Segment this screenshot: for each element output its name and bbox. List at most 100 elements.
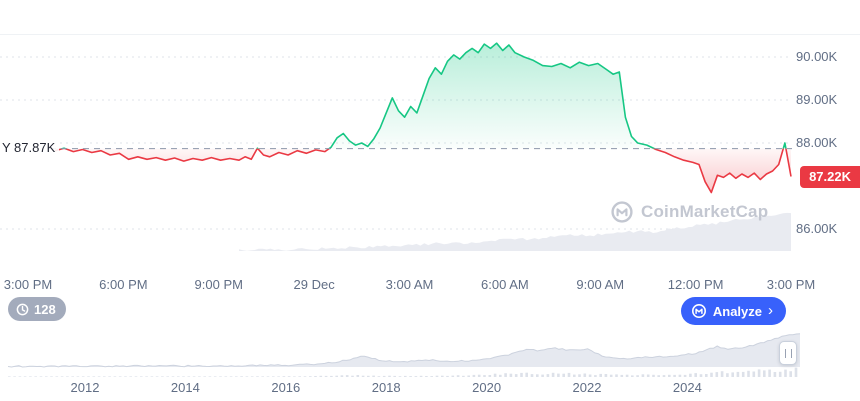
overview-volume-bar — [29, 376, 32, 377]
overview-volume-bar — [356, 375, 360, 377]
overview-year-label: 2014 — [170, 380, 200, 395]
overview-volume-bar — [382, 375, 386, 377]
overview-volume-bar — [203, 376, 206, 377]
overview-volume-bar — [409, 376, 412, 377]
price-line-above — [59, 42, 787, 149]
overview-volume-bar — [23, 376, 27, 377]
overview-volume-bar — [720, 371, 724, 377]
analyze-button[interactable]: Analyze › — [680, 297, 786, 325]
overview-volume-bar — [282, 376, 286, 377]
x-axis-label: 3:00 AM — [385, 277, 434, 292]
chevron-right-icon: › — [768, 302, 773, 319]
overview-volume-bar — [55, 376, 59, 377]
overview-volume-bar — [678, 374, 682, 377]
overview-volume-bar — [256, 376, 259, 377]
overview-year-label: 2024 — [672, 380, 702, 395]
overview-volume-bar — [456, 375, 460, 377]
main-chart-svg[interactable] — [0, 0, 860, 270]
overview-volume-bar — [789, 371, 792, 377]
overview-volume-bar — [631, 375, 634, 377]
overview-volume-bar — [578, 374, 581, 377]
overview-volume-bar — [499, 374, 502, 377]
overview-volume-bar — [451, 375, 455, 377]
analyze-label: Analyze — [712, 303, 762, 319]
overview-volume-bar — [425, 376, 428, 377]
overview-volume-bar — [715, 372, 719, 377]
overview-volume-bar — [261, 376, 264, 377]
price-area-above — [62, 43, 786, 149]
overview-volume-bar — [171, 376, 175, 377]
overview-volume-bar — [192, 376, 196, 377]
overview-volume-bar — [567, 372, 571, 377]
overview-volume-bar — [731, 372, 734, 377]
overview-volume-bar — [208, 376, 212, 377]
overview-volume-bar — [784, 369, 787, 377]
x-axis-label: 3:00 PM — [3, 277, 53, 292]
overview-volume-bar — [319, 375, 323, 377]
overview-volume-bar — [309, 376, 312, 377]
overview-volume-bar — [13, 376, 16, 377]
overview-volume-bar — [81, 376, 85, 377]
overview-volume-bar — [272, 376, 275, 377]
overview-volume-bar — [668, 374, 671, 377]
overview-volume-bar — [398, 376, 402, 377]
overview-volume-bar — [546, 374, 550, 377]
overview-volume-bar — [303, 376, 307, 377]
overview-volume-bar — [129, 376, 132, 377]
overview-volume-bar — [60, 376, 64, 377]
overview-volume-bar — [441, 375, 444, 377]
overview-volume-bar — [525, 372, 528, 377]
overview-volume-bar — [430, 376, 433, 377]
overview-volume-bar — [662, 375, 666, 377]
overview-volume-bar — [509, 373, 513, 377]
overview-volume-bar — [652, 374, 655, 377]
range-selector-handle[interactable] — [779, 341, 797, 365]
overview-volume-bar — [213, 376, 217, 377]
overview-volume-bar — [615, 374, 618, 377]
overview-volume-bar — [694, 373, 697, 377]
overview-volume-bar — [467, 375, 470, 377]
x-axis-label: 9:00 PM — [194, 277, 243, 292]
overview-volume-bar — [314, 376, 317, 377]
overview-volume-bar — [235, 376, 238, 377]
overview-volume-bar — [726, 373, 729, 377]
overview-volume-bar — [224, 376, 228, 377]
overview-volume-bar — [324, 375, 328, 377]
overview-volume-bar — [551, 372, 555, 377]
overview-volume-bar — [108, 376, 111, 377]
overview-volume-bar — [198, 376, 201, 377]
overview-volume-bar — [435, 375, 439, 377]
overview-volume-bar — [483, 375, 486, 377]
top-divider — [0, 34, 860, 35]
overview-volume-bar — [573, 374, 576, 377]
overview-volume-bar — [345, 375, 349, 377]
overview-volume-bar — [277, 376, 280, 377]
overview-volume-bar — [583, 373, 587, 377]
analyze-cmc-icon — [691, 303, 707, 319]
overview-volume-bar — [609, 374, 613, 377]
overview-volume-bar — [488, 375, 492, 377]
history-count-pill[interactable]: 128 — [8, 297, 66, 321]
overview-volume-bar — [45, 376, 48, 377]
overview-volume-bar — [562, 373, 565, 377]
overview-volume-bar — [50, 376, 53, 377]
overview-volume-bar — [689, 373, 692, 377]
overview-volume-bar — [710, 372, 713, 377]
overview-volume-bar — [351, 375, 354, 377]
overview-volume-bar — [778, 371, 782, 377]
watermark: CoinMarketCap — [610, 200, 768, 224]
overview-volume-bar — [34, 376, 37, 377]
overview-volume-bar — [372, 375, 375, 377]
overview-volume-bar — [477, 374, 481, 377]
overview-volume-bar — [773, 372, 777, 377]
overview-volume-bar — [240, 376, 243, 377]
coinmarketcap-logo-icon — [610, 200, 634, 224]
overview-volume-bar — [657, 375, 660, 377]
overview-volume-bar — [541, 374, 544, 377]
overview-volume-bar — [594, 375, 597, 377]
overview-volume-bar — [757, 369, 761, 377]
overview-volume-bar — [683, 374, 687, 377]
overview-range-selector[interactable] — [8, 331, 800, 377]
overview-volume-bar — [340, 375, 344, 377]
